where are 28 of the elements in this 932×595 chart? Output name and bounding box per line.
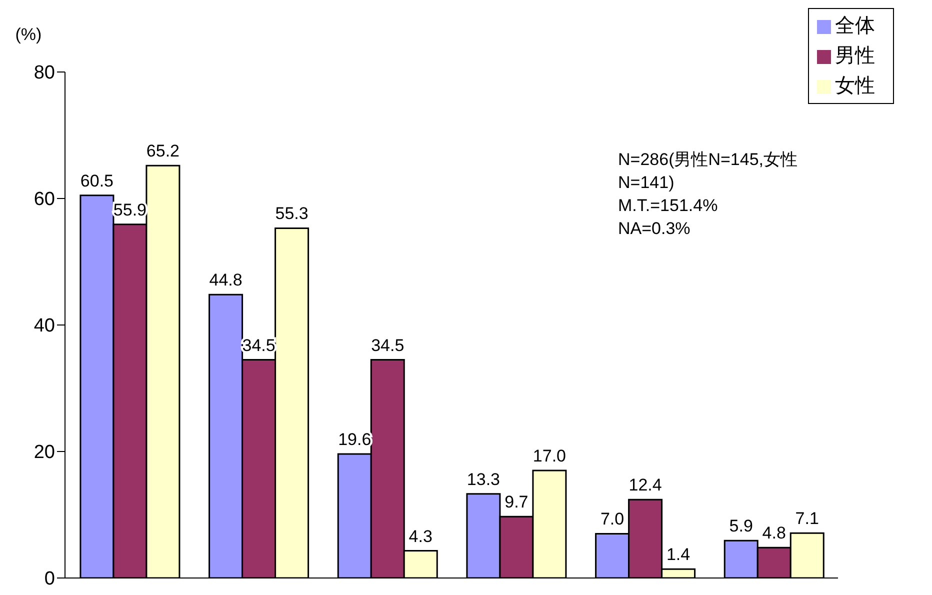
data-label: 12.4 <box>628 476 662 495</box>
data-label: 7.1 <box>795 509 819 528</box>
data-label: 19.6 <box>338 430 372 450</box>
data-label: 13.3 <box>466 470 500 489</box>
data-label: 4.8 <box>762 524 786 543</box>
data-label: 44.8 <box>209 270 242 290</box>
data-label: 9.7 <box>504 492 528 512</box>
y-tick-label: 80 <box>34 62 55 84</box>
legend-label: 男性 <box>835 45 875 67</box>
y-axis-title: (%) <box>15 25 42 44</box>
annotation: N=286(男性N=145,女性N=141) <box>618 149 799 194</box>
data-label: 34.5 <box>371 336 404 355</box>
data-label: 1.4 <box>666 545 690 564</box>
y-tick-label: 20 <box>34 442 55 464</box>
data-label: 7.0 <box>600 510 624 529</box>
data-label: 65.2 <box>146 142 180 161</box>
data-label: 55.3 <box>275 204 308 224</box>
data-label: 17.0 <box>532 446 566 466</box>
legend-label: 全体 <box>835 15 875 37</box>
data-label: 4.3 <box>408 526 432 546</box>
y-tick-label: 60 <box>34 189 55 210</box>
y-tick-label: 0 <box>44 568 55 590</box>
annotation: M.T.=151.4% <box>618 195 719 217</box>
data-label: 60.5 <box>80 171 114 190</box>
annotation: NA=0.3% <box>618 218 692 240</box>
data-label: 5.9 <box>729 516 753 536</box>
legend-label: 女性 <box>835 75 875 97</box>
y-tick-label: 40 <box>34 316 55 337</box>
